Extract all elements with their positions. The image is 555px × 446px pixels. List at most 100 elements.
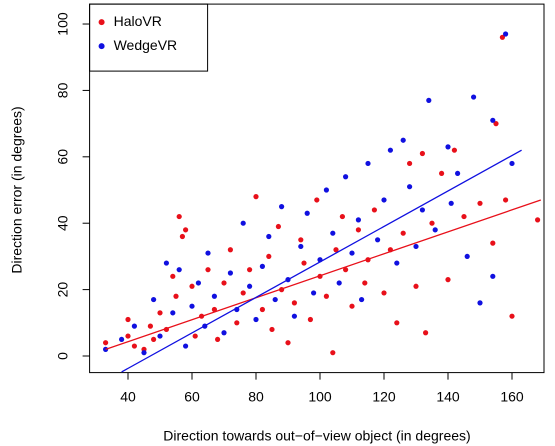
point <box>221 280 227 286</box>
point <box>170 310 176 316</box>
point <box>205 250 211 256</box>
point <box>141 350 147 356</box>
point <box>211 306 217 313</box>
point <box>189 283 195 289</box>
point <box>432 227 438 233</box>
point <box>298 237 304 243</box>
point <box>490 117 496 123</box>
point <box>490 240 496 246</box>
point <box>151 336 157 343</box>
point <box>429 220 435 226</box>
point <box>394 260 400 266</box>
point <box>339 213 345 220</box>
legend-box <box>89 3 209 72</box>
point <box>509 313 515 319</box>
point <box>269 326 275 333</box>
point <box>423 330 429 336</box>
point <box>371 207 377 213</box>
y-tick-label: 40 <box>54 215 70 231</box>
point <box>493 121 499 127</box>
point <box>221 330 227 336</box>
point <box>304 210 310 216</box>
point <box>176 213 182 220</box>
legend-label: WedgeVR <box>114 37 178 53</box>
point <box>349 250 355 256</box>
point <box>400 230 406 236</box>
point <box>227 270 233 276</box>
point <box>259 306 265 313</box>
y-axis-title: Direction error (in degrees) <box>9 106 25 273</box>
point <box>426 97 432 103</box>
trend-line <box>105 199 542 350</box>
point <box>176 267 182 273</box>
point <box>445 277 451 283</box>
y-tick-label: 100 <box>54 12 70 36</box>
point <box>173 293 179 299</box>
point <box>183 227 189 233</box>
plot-frame <box>89 3 545 374</box>
point <box>266 253 272 260</box>
point <box>362 280 368 286</box>
point <box>448 200 454 206</box>
point <box>413 243 419 250</box>
point <box>215 336 221 343</box>
point <box>471 94 477 100</box>
point <box>407 184 413 190</box>
point <box>477 300 483 306</box>
point <box>170 273 176 279</box>
point <box>183 343 189 349</box>
y-tick-label: 80 <box>54 82 70 98</box>
point <box>307 316 313 323</box>
point <box>477 200 483 206</box>
point <box>455 170 461 177</box>
point <box>275 223 281 230</box>
point <box>163 260 169 266</box>
point <box>131 343 137 349</box>
point <box>439 170 445 177</box>
point <box>375 237 381 243</box>
x-tick-label: 120 <box>372 388 396 404</box>
point <box>189 303 195 309</box>
point <box>240 290 246 296</box>
point <box>119 336 125 343</box>
y-tick-label: 20 <box>54 282 70 298</box>
point <box>381 197 387 203</box>
point <box>147 323 153 329</box>
point <box>125 316 131 323</box>
point <box>509 160 515 167</box>
x-axis-title: Direction towards out−of−view object (in… <box>163 428 470 444</box>
point <box>291 313 297 319</box>
point <box>419 150 425 157</box>
point <box>333 247 339 253</box>
point <box>253 316 259 323</box>
point <box>343 174 349 180</box>
point <box>490 273 496 279</box>
y-tick-label: 0 <box>54 352 70 360</box>
point <box>157 310 163 316</box>
x-tick-label: 40 <box>120 388 136 404</box>
point <box>234 320 240 326</box>
point <box>381 290 387 296</box>
point <box>285 340 291 346</box>
point <box>266 233 272 240</box>
point <box>323 187 329 193</box>
point <box>240 220 246 226</box>
point <box>503 31 509 37</box>
point <box>349 303 355 309</box>
point <box>503 197 509 203</box>
point <box>272 296 278 303</box>
point <box>192 333 198 339</box>
point <box>151 296 157 303</box>
point <box>247 267 253 273</box>
point <box>387 147 393 153</box>
point <box>301 260 307 266</box>
point <box>451 147 457 153</box>
point <box>103 340 109 346</box>
point <box>205 267 211 273</box>
point <box>291 300 297 306</box>
point <box>400 137 406 143</box>
point <box>419 207 425 213</box>
point <box>355 217 361 223</box>
point <box>461 213 467 220</box>
